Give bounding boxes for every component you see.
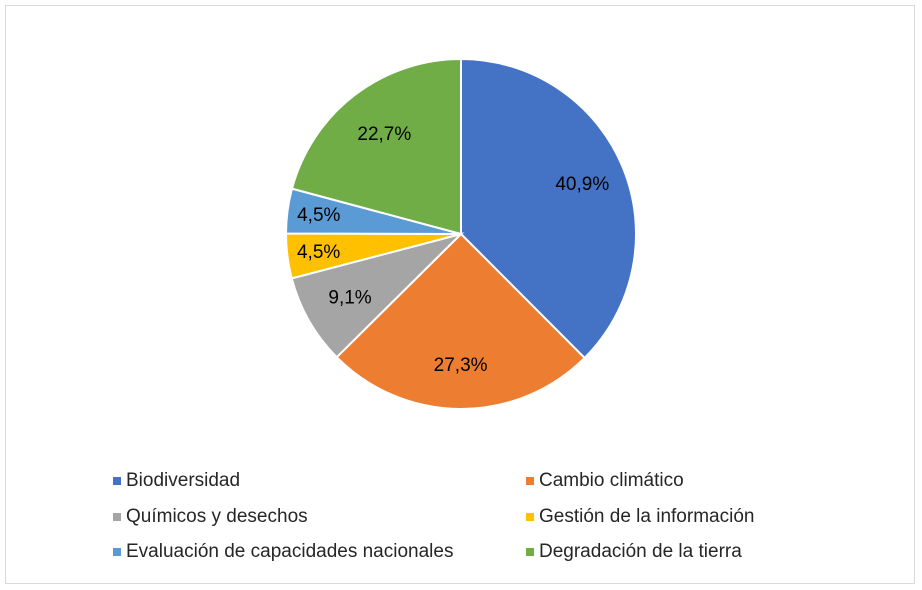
data-label-4: 4,5% xyxy=(297,205,340,226)
legend-item-2: Químicos y desechos xyxy=(113,506,308,528)
legend-item-4: Evaluación de capacidades nacionales xyxy=(113,541,453,563)
data-label-0: 40,9% xyxy=(555,174,609,195)
legend-label: Cambio climático xyxy=(539,470,684,491)
legend-label: Degradación de la tierra xyxy=(539,541,742,562)
data-label-1: 27,3% xyxy=(434,355,488,376)
legend-swatch xyxy=(526,548,534,556)
legend-swatch xyxy=(113,548,121,556)
data-label-5: 22,7% xyxy=(357,124,411,145)
chart-area xyxy=(5,5,915,584)
pie-slice-1 xyxy=(335,232,586,410)
data-label-3: 4,5% xyxy=(297,242,340,263)
pie-slice-5 xyxy=(290,57,462,236)
legend-label: Gestión de la información xyxy=(539,506,755,527)
legend-label: Evaluación de capacidades nacionales xyxy=(126,541,454,562)
legend-item-0: Biodiversidad xyxy=(113,470,240,492)
legend-swatch xyxy=(526,477,534,485)
legend-label: Químicos y desechos xyxy=(126,506,308,527)
legend-item-3: Gestión de la información xyxy=(526,506,754,528)
pie-slice-2 xyxy=(290,232,465,359)
legend-swatch xyxy=(113,477,121,485)
legend-item-5: Degradación de la tierra xyxy=(526,541,742,563)
legend-label: Biodiversidad xyxy=(126,470,241,491)
legend-swatch xyxy=(113,513,121,521)
legend-swatch xyxy=(526,513,534,521)
legend-item-1: Cambio climático xyxy=(526,470,684,492)
data-label-2: 9,1% xyxy=(328,287,371,308)
pie-slice-0 xyxy=(460,57,637,360)
